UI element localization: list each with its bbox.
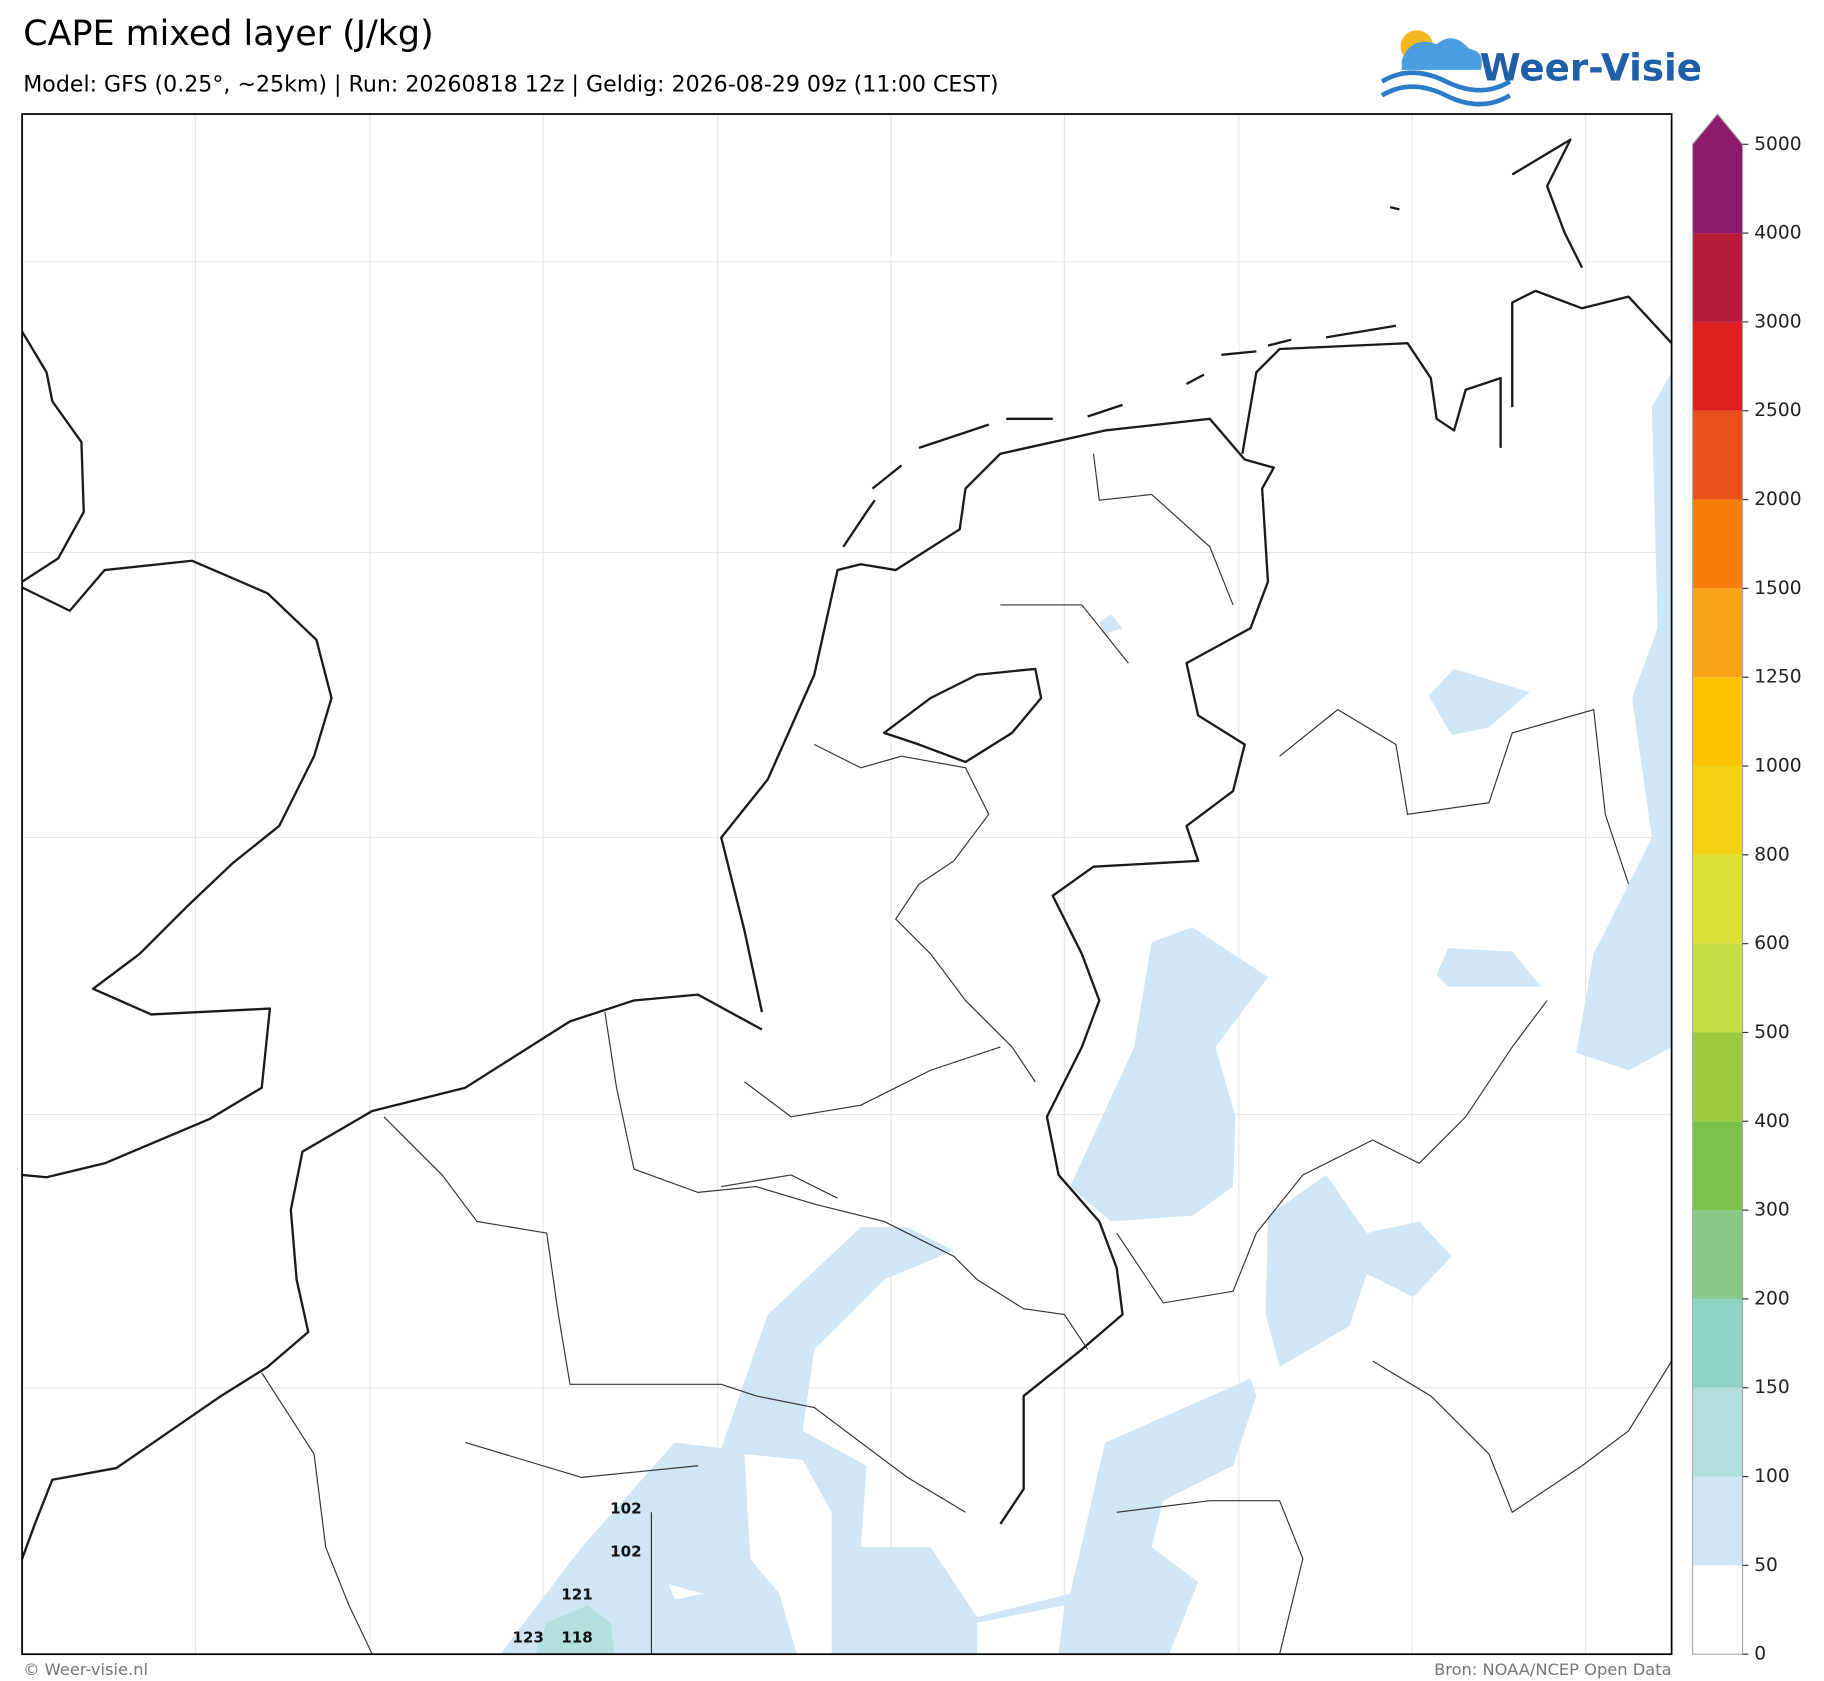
logo: Weer-Visie (1380, 30, 1702, 107)
colorbar-tick-label: 600 (1754, 933, 1790, 954)
colorbar-segment (1692, 1387, 1743, 1477)
colorbar-segment (1692, 1210, 1743, 1299)
point-label: 121 (561, 1585, 593, 1603)
colorbar-segment (1692, 677, 1743, 767)
colorbar-segment (1692, 766, 1743, 855)
point-label: 123 (512, 1628, 544, 1646)
title: CAPE mixed layer (J/kg) (23, 14, 433, 54)
point-label: 102 (610, 1499, 642, 1517)
colorbar-outline (1691, 113, 1744, 1655)
colorbar-tick-label: 50 (1754, 1555, 1778, 1576)
colorbar-tick-label: 2000 (1754, 489, 1801, 510)
colorbar-tick-label: 1250 (1754, 667, 1801, 688)
colorbar-tick-label: 3000 (1754, 311, 1801, 332)
colorbar-segment (1692, 321, 1743, 411)
colorbar-segment (1692, 1565, 1743, 1655)
colorbar-tick-label: 400 (1754, 1111, 1790, 1132)
copyright: © Weer-visie.nl (23, 1660, 148, 1679)
source: Bron: NOAA/NCEP Open Data (1434, 1660, 1672, 1679)
map-frame (21, 113, 1673, 1656)
colorbar-segment (1692, 499, 1743, 589)
colorbar-tick-label: 800 (1754, 844, 1790, 865)
colorbar-segment (1692, 1476, 1743, 1566)
colorbar-tick-label: 500 (1754, 1022, 1790, 1043)
point-labels: 102 102 121 123 118 (512, 1499, 641, 1646)
colorbar-segment (1692, 233, 1743, 322)
colorbar-tick-label: 150 (1754, 1377, 1790, 1398)
colorbar-segment (1692, 588, 1743, 678)
borders (261, 453, 1673, 1655)
colorbar-tick-label: 4000 (1754, 223, 1801, 244)
colorbar-segment (1692, 410, 1743, 500)
colorbar-tick-label: 2500 (1754, 400, 1801, 421)
colorbar-segment (1692, 943, 1743, 1033)
subtitle: Model: GFS (0.25°, ~25km) | Run: 2026081… (23, 71, 998, 97)
colorbar-tick-label: 1500 (1754, 578, 1801, 599)
logo-text: Weer-Visie (1480, 45, 1702, 89)
colorbar-tick-label: 5000 (1754, 134, 1801, 155)
colorbar-segment (1692, 1121, 1743, 1211)
cape-area (500, 372, 1672, 1655)
colorbar-tick-label: 200 (1754, 1288, 1790, 1309)
point-label: 118 (561, 1628, 593, 1646)
colorbar-segment (1692, 1032, 1743, 1122)
colorbar-segment (1692, 1298, 1743, 1388)
colorbar-tick-label: 100 (1754, 1466, 1790, 1487)
point-label: 102 (610, 1542, 642, 1560)
colorbar: 0 50 100 150 200 300 400 500 600 800 1000 1250 1500 2… (1691, 113, 1802, 1665)
colorbar-tick-label: 300 (1754, 1200, 1790, 1221)
colorbar-segment (1692, 114, 1743, 234)
colorbar-segment (1692, 854, 1743, 944)
coastline (21, 138, 1673, 1560)
map: 102 102 121 123 118 (21, 113, 1673, 1656)
map-grid (22, 114, 1672, 1655)
colorbar-tick-label: 1000 (1754, 756, 1801, 777)
colorbar-tick-label: 0 (1754, 1644, 1766, 1665)
